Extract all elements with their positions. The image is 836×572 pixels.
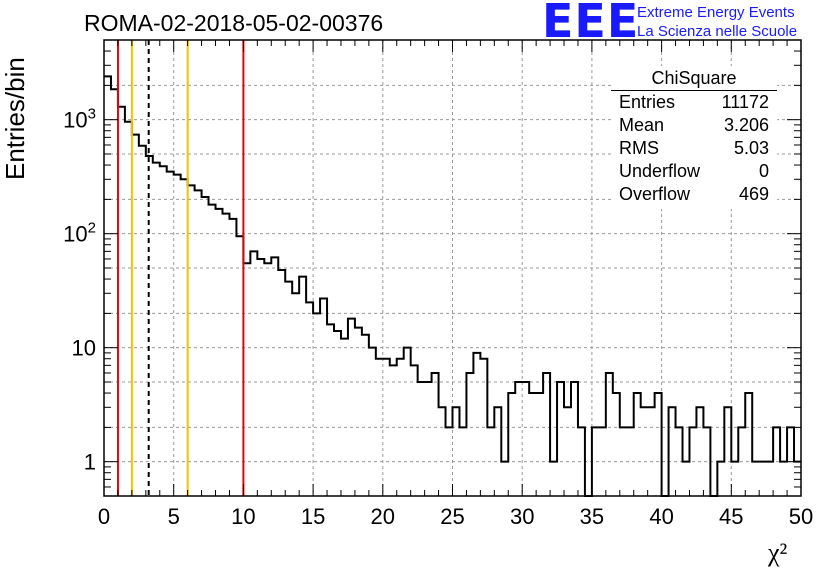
- stats-value: 11172: [721, 92, 769, 112]
- x-tick-label: 5: [168, 504, 180, 529]
- x-tick-label: 30: [510, 504, 534, 529]
- stats-label: RMS: [619, 138, 659, 158]
- x-tick-label: 50: [789, 504, 813, 529]
- y-axis-label: Entries/bin: [0, 57, 30, 180]
- stats-value: 469: [738, 184, 769, 204]
- eee-logo: EEE Extreme Energy Events La Scienza nel…: [540, 0, 836, 48]
- x-tick-label: 25: [440, 504, 464, 529]
- stats-label: Entries: [619, 92, 676, 112]
- stats-value: 3.206: [723, 115, 769, 135]
- x-axis-label: χ²: [768, 538, 788, 567]
- stats-value: 0: [758, 161, 769, 181]
- x-tick-label: 40: [649, 504, 673, 529]
- stats-value: 5.03: [733, 138, 769, 158]
- x-tick-label: 35: [580, 504, 604, 529]
- stats-label: Underflow: [619, 161, 701, 181]
- histogram-bars: [104, 75, 801, 497]
- y-tick-label: 10: [72, 336, 96, 361]
- stats-label: Overflow: [619, 184, 691, 204]
- chart-title: ROMA-02-2018-05-02-00376: [84, 10, 384, 36]
- stats-box-title: ChiSquare: [611, 66, 777, 91]
- x-tick-label: 10: [231, 504, 255, 529]
- x-tick-label: 20: [371, 504, 395, 529]
- logo-line-1: Extreme Energy Events: [637, 4, 795, 21]
- stats-row: Mean 3.206: [611, 114, 777, 137]
- x-tick-label: 0: [98, 504, 110, 529]
- stats-row: Underflow 0: [611, 160, 777, 183]
- stats-row: RMS 5.03: [611, 137, 777, 160]
- stats-row: Entries 11172: [611, 91, 777, 114]
- eee-logo-mark: EEE: [542, 0, 640, 48]
- y-tick-label: 102: [63, 220, 96, 247]
- stats-label: Mean: [619, 115, 665, 135]
- y-tick-label: 103: [63, 106, 96, 133]
- x-tick-label: 45: [719, 504, 743, 529]
- logo-line-2: La Scienza nelle Scuole: [637, 23, 798, 40]
- stats-row: Overflow 469: [611, 183, 777, 206]
- y-tick-label: 1: [84, 450, 96, 475]
- x-tick-label: 15: [301, 504, 325, 529]
- stats-box: ChiSquare Entries 11172 Mean 3.206 RMS 5…: [611, 66, 777, 209]
